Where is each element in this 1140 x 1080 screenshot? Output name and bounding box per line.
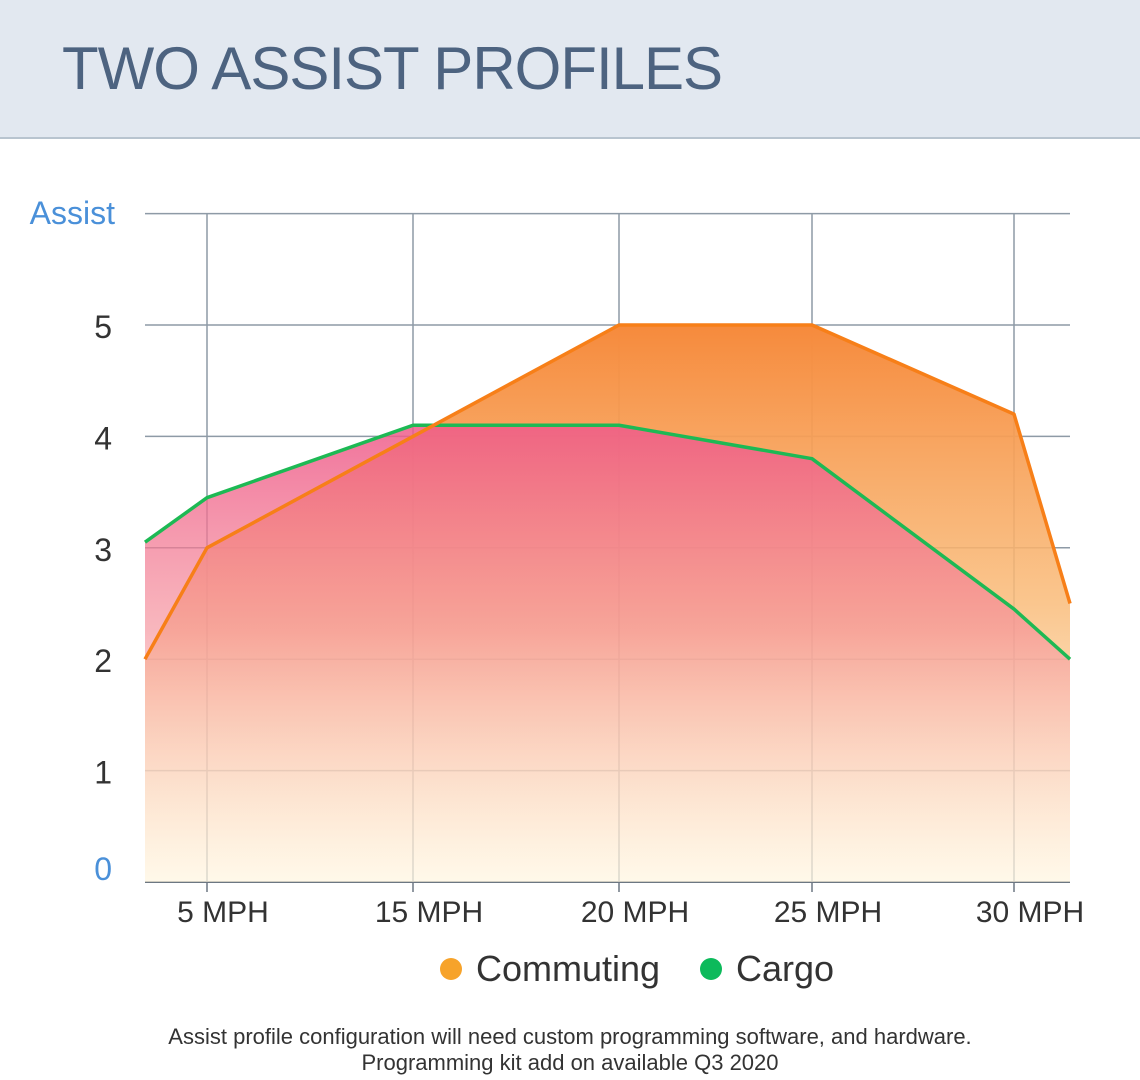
y-tick-label-4: 4 (94, 420, 112, 456)
footnote-line-2: Programming kit add on available Q3 2020 (361, 1050, 779, 1075)
footnote-line-1: Assist profile configuration will need c… (168, 1024, 972, 1049)
legend-item-commuting: Commuting (440, 948, 660, 990)
legend-label-cargo: Cargo (736, 948, 835, 989)
y-tick-label-0: 0 (94, 851, 112, 887)
y-tick-label-1: 1 (94, 755, 112, 791)
header-bar: TWO ASSIST PROFILES (0, 0, 1140, 139)
x-tick-label-3: 25 MPH (774, 896, 882, 929)
legend-label-commuting: Commuting (476, 948, 661, 989)
assist-chart: Assist 0 1 2 3 4 5 5 MPH 15 MPH 20 MPH 25 MPH 30 MP… (30, 195, 1085, 929)
axis-labels: Assist 0 1 2 3 4 5 5 MPH 15 MPH 20 MPH 25 MPH 30 MP… (30, 195, 1085, 929)
page-title: TWO ASSIST PROFILES (62, 35, 723, 102)
y-axis-label: Assist (30, 195, 115, 231)
x-tick-label-2: 20 MPH (581, 896, 689, 929)
legend: Commuting Cargo (0, 948, 1140, 992)
x-tick-label-1: 15 MPH (375, 896, 483, 929)
area-cargo (145, 425, 1070, 882)
y-tick-label-2: 2 (94, 643, 112, 679)
series-lines (143, 323, 1072, 661)
y-tick-label-3: 3 (94, 532, 112, 568)
legend-dot-commuting (440, 958, 462, 980)
legend-item-cargo: Cargo (700, 948, 834, 990)
y-tick-label-5: 5 (94, 309, 112, 345)
x-tick-label-0: 5 MPH (177, 896, 269, 929)
footnote: Assist profile configuration will need c… (0, 1024, 1140, 1076)
series-areas (145, 325, 1070, 882)
x-tick-label-4: 30 MPH (976, 896, 1084, 929)
legend-dot-cargo (700, 958, 722, 980)
